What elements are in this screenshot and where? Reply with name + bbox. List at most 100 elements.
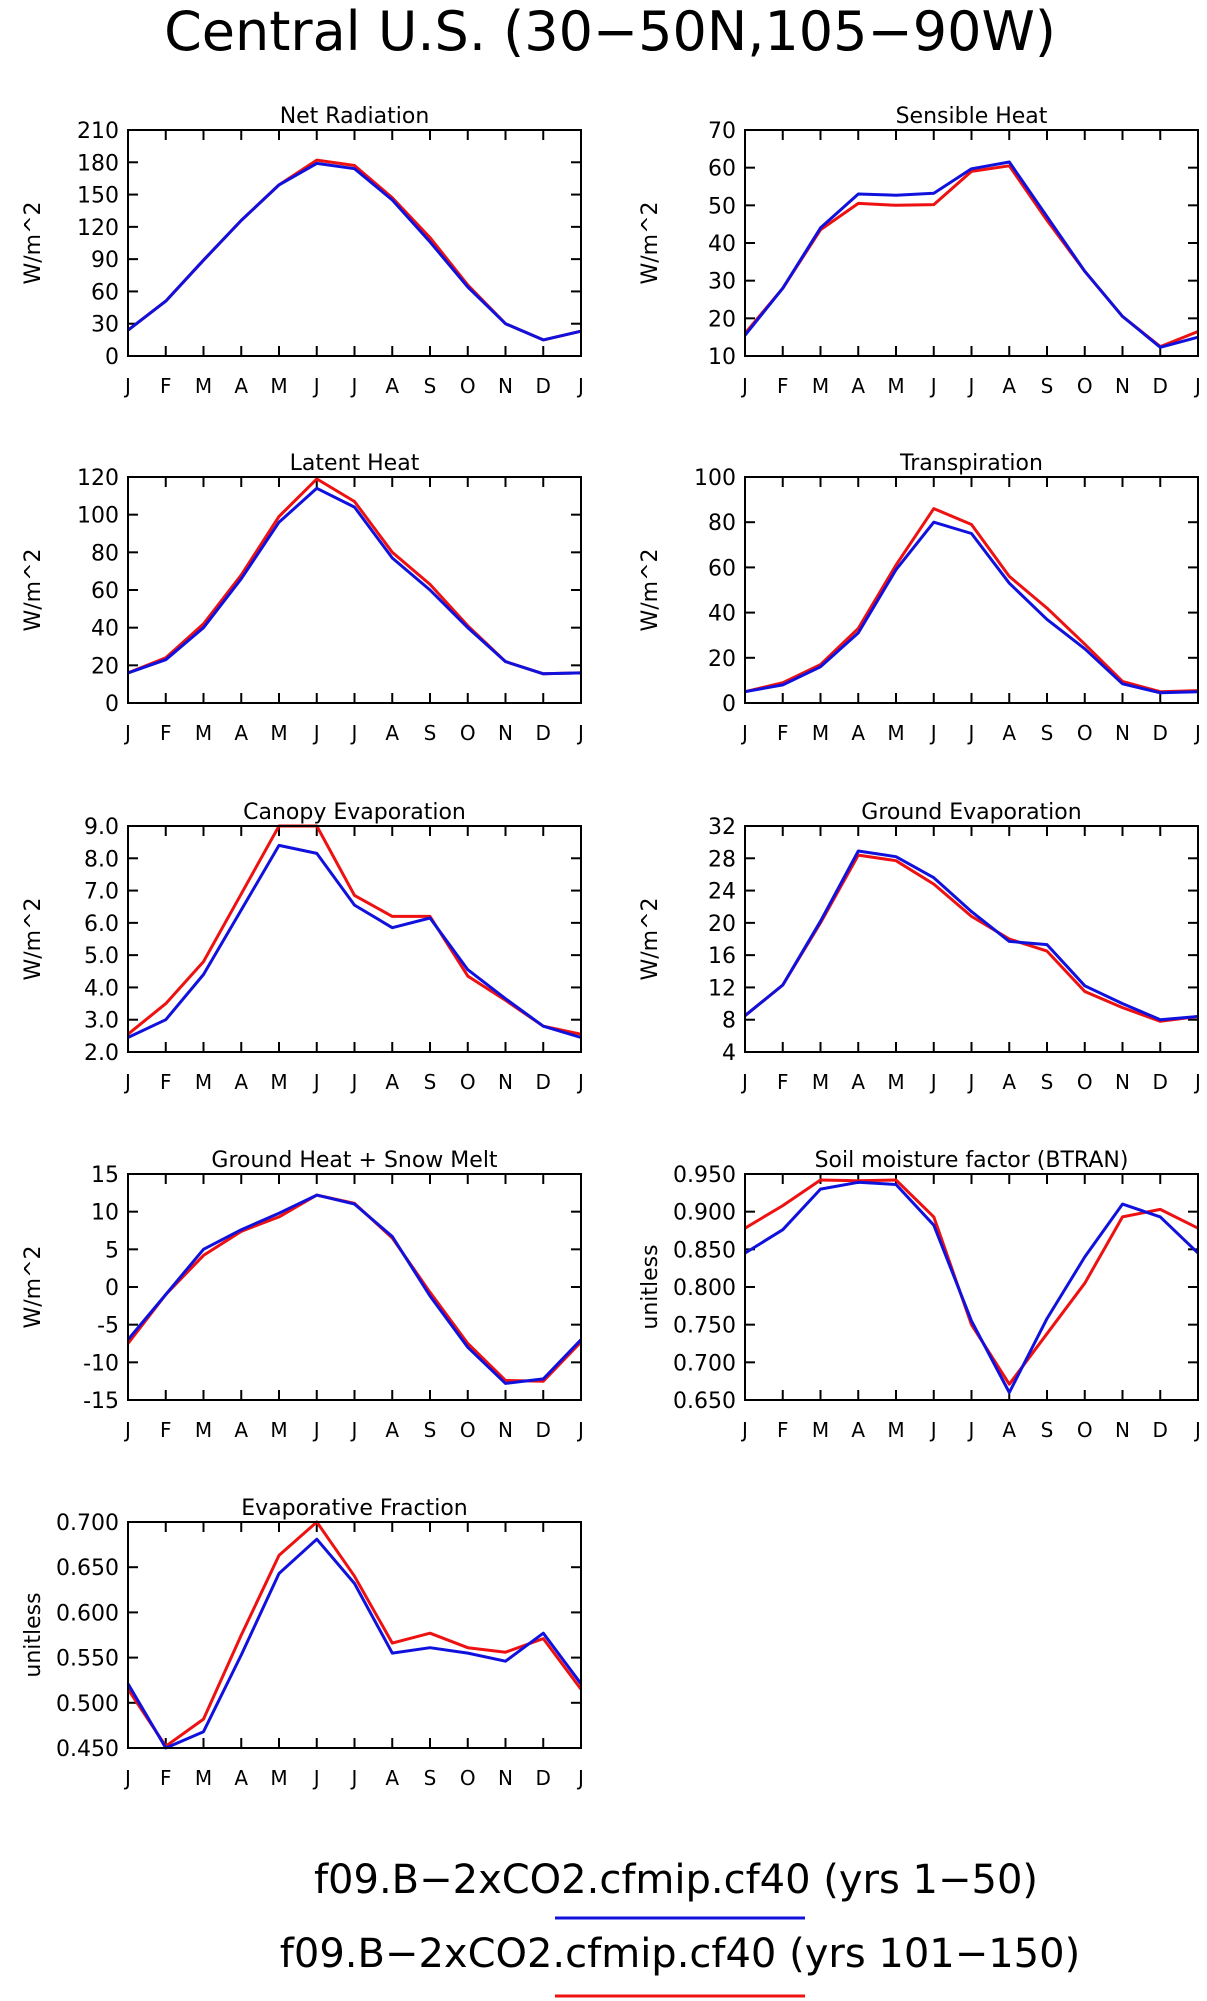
- x-tick-label: J: [312, 721, 320, 745]
- series-line-yrs-101-150: [744, 507, 1199, 694]
- x-tick-label: D: [1153, 374, 1168, 398]
- y-tick-label: 10: [91, 1201, 119, 1226]
- x-tick-label: J: [123, 1070, 131, 1094]
- x-tick-label: A: [1002, 374, 1016, 398]
- panel-title: Ground Evaporation: [861, 800, 1081, 825]
- series-line-yrs-1-50: [743, 160, 1199, 349]
- plot-frame: [127, 1173, 582, 1401]
- series-line-yrs-1-50: [744, 1180, 1200, 1394]
- x-tick-label: S: [1041, 1418, 1054, 1442]
- y-tick-label: -10: [83, 1351, 119, 1376]
- series-line-yrs-101-150: [126, 1520, 583, 1748]
- x-tick-label: M: [195, 374, 212, 398]
- x-tick-label: N: [1115, 374, 1130, 398]
- x-tick-label: A: [234, 1418, 248, 1442]
- x-tick-label: M: [195, 1070, 212, 1094]
- y-tick-label: 2.0: [84, 1041, 119, 1066]
- x-tick-label: M: [195, 1418, 212, 1442]
- y-axis-label: W/m^2: [638, 548, 663, 631]
- y-tick-label: 180: [77, 151, 119, 176]
- y-tick-label: 100: [694, 466, 736, 491]
- y-tick-label: 12: [708, 976, 736, 1001]
- x-tick-label: N: [1115, 1418, 1130, 1442]
- y-tick-label: 20: [91, 654, 119, 679]
- y-tick-label: 15: [91, 1163, 119, 1188]
- series-line-yrs-101-150: [744, 853, 1199, 1023]
- series-line-yrs-101-150: [127, 158, 582, 342]
- x-tick-label: J: [123, 721, 131, 745]
- x-tick-label: A: [851, 1070, 865, 1094]
- x-tick-label: M: [270, 1418, 287, 1442]
- y-tick-label: 0: [722, 692, 736, 717]
- y-tick-label: 0.450: [56, 1737, 119, 1762]
- legend-label-yrs-101-150: f09.B−2xCO2.cfmip.cf40 (yrs 101−150): [280, 1931, 1080, 1977]
- series-line-yrs-1-50: [744, 520, 1199, 695]
- y-axis-label: W/m^2: [21, 548, 46, 631]
- y-tick-label: 0.550: [56, 1647, 119, 1672]
- x-tick-label: J: [929, 721, 937, 745]
- y-tick-label: -15: [83, 1389, 119, 1414]
- x-tick-label: J: [312, 1418, 320, 1442]
- plot-frame: [744, 129, 1199, 357]
- x-tick-label: D: [536, 721, 551, 745]
- y-axis-label: W/m^2: [638, 897, 663, 980]
- y-tick-label: 8: [722, 1009, 736, 1034]
- x-tick-label: J: [1193, 374, 1201, 398]
- y-tick-label: 40: [708, 232, 736, 257]
- y-tick-label: 210: [77, 119, 119, 144]
- x-tick-label: J: [740, 721, 748, 745]
- y-tick-label: 0.750: [673, 1314, 736, 1339]
- x-tick-label: M: [270, 1070, 287, 1094]
- y-tick-label: 40: [708, 602, 736, 627]
- y-axis-label: unitless: [21, 1592, 46, 1677]
- panel-title: Ground Heat + Snow Melt: [211, 1148, 498, 1173]
- x-tick-label: N: [498, 374, 513, 398]
- x-tick-label: J: [576, 1070, 584, 1094]
- y-tick-label: 60: [708, 157, 736, 182]
- x-tick-label: S: [1041, 374, 1054, 398]
- x-tick-label: D: [536, 1070, 551, 1094]
- x-tick-label: M: [270, 721, 287, 745]
- x-tick-label: A: [851, 1418, 865, 1442]
- y-tick-label: 80: [91, 541, 119, 566]
- y-tick-label: 60: [708, 556, 736, 581]
- x-tick-label: J: [576, 1766, 584, 1790]
- y-tick-label: 0.700: [673, 1351, 736, 1376]
- y-tick-label: 0.800: [673, 1276, 736, 1301]
- x-tick-label: J: [576, 374, 584, 398]
- y-tick-label: 5: [105, 1238, 119, 1263]
- x-tick-label: F: [160, 1766, 172, 1790]
- x-tick-label: J: [576, 721, 584, 745]
- x-tick-label: M: [887, 374, 904, 398]
- panel-title: Canopy Evaporation: [243, 800, 466, 825]
- panel-title: Sensible Heat: [896, 104, 1048, 129]
- y-axis-label: W/m^2: [638, 201, 663, 284]
- x-tick-label: A: [1002, 1418, 1016, 1442]
- y-tick-label: 0.950: [673, 1163, 736, 1188]
- x-tick-label: A: [234, 1766, 248, 1790]
- x-tick-label: N: [1115, 721, 1130, 745]
- x-tick-label: A: [1002, 721, 1016, 745]
- x-tick-label: F: [777, 721, 789, 745]
- plot-frame: [127, 1521, 582, 1749]
- y-tick-label: 40: [91, 617, 119, 642]
- x-tick-label: M: [887, 721, 904, 745]
- y-tick-label: 90: [91, 248, 119, 273]
- y-tick-label: 70: [708, 119, 736, 144]
- panel-soil-moisture-factor-btran: Soil moisture factor (BTRAN) unitless 0.65…: [638, 1148, 1201, 1442]
- y-tick-label: 60: [91, 579, 119, 604]
- x-tick-label: O: [460, 721, 476, 745]
- plot-frame: [744, 1173, 1199, 1401]
- series-line-yrs-101-150: [744, 1178, 1199, 1386]
- series-line-yrs-1-50: [127, 843, 582, 1039]
- y-tick-label: 16: [708, 944, 736, 969]
- x-tick-label: J: [967, 721, 975, 745]
- x-tick-label: J: [740, 374, 748, 398]
- y-tick-label: 0: [105, 692, 119, 717]
- x-tick-label: S: [424, 374, 437, 398]
- plot-frame: [127, 825, 582, 1053]
- panel-canopy-evaporation: Canopy Evaporation W/m^2 2.0 3.0 4.0 5.0 6.0 7.…: [21, 800, 584, 1094]
- y-tick-label: 100: [77, 504, 119, 529]
